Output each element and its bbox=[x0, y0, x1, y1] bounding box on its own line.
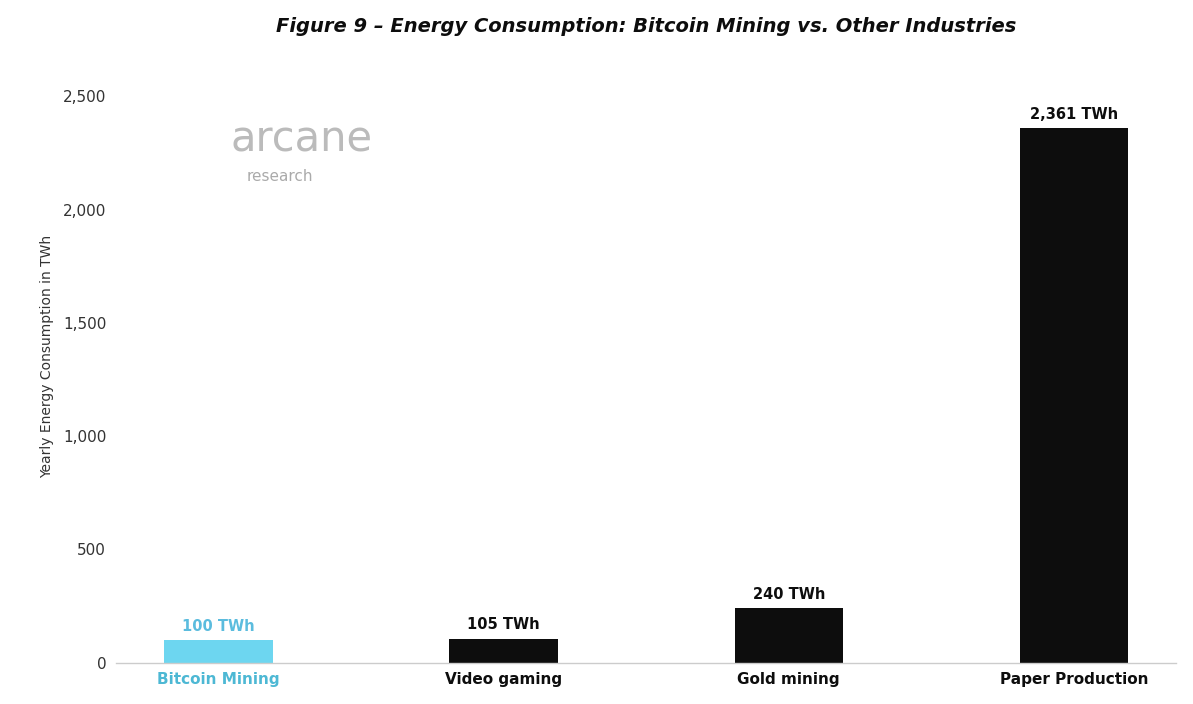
Y-axis label: Yearly Energy Consumption in TWh: Yearly Energy Consumption in TWh bbox=[41, 235, 55, 479]
Bar bbox=[1020, 128, 1129, 662]
Text: 100 TWh: 100 TWh bbox=[183, 619, 254, 634]
Text: 240 TWh: 240 TWh bbox=[753, 587, 824, 602]
Bar bbox=[450, 639, 558, 662]
Bar bbox=[165, 640, 272, 662]
Bar bbox=[735, 608, 843, 662]
Text: research: research bbox=[247, 169, 314, 184]
Title: Figure 9 – Energy Consumption: Bitcoin Mining vs. Other Industries: Figure 9 – Energy Consumption: Bitcoin M… bbox=[276, 17, 1016, 36]
Text: 2,361 TWh: 2,361 TWh bbox=[1030, 106, 1118, 122]
Text: arcane: arcane bbox=[230, 119, 372, 161]
Text: 105 TWh: 105 TWh bbox=[468, 617, 540, 632]
